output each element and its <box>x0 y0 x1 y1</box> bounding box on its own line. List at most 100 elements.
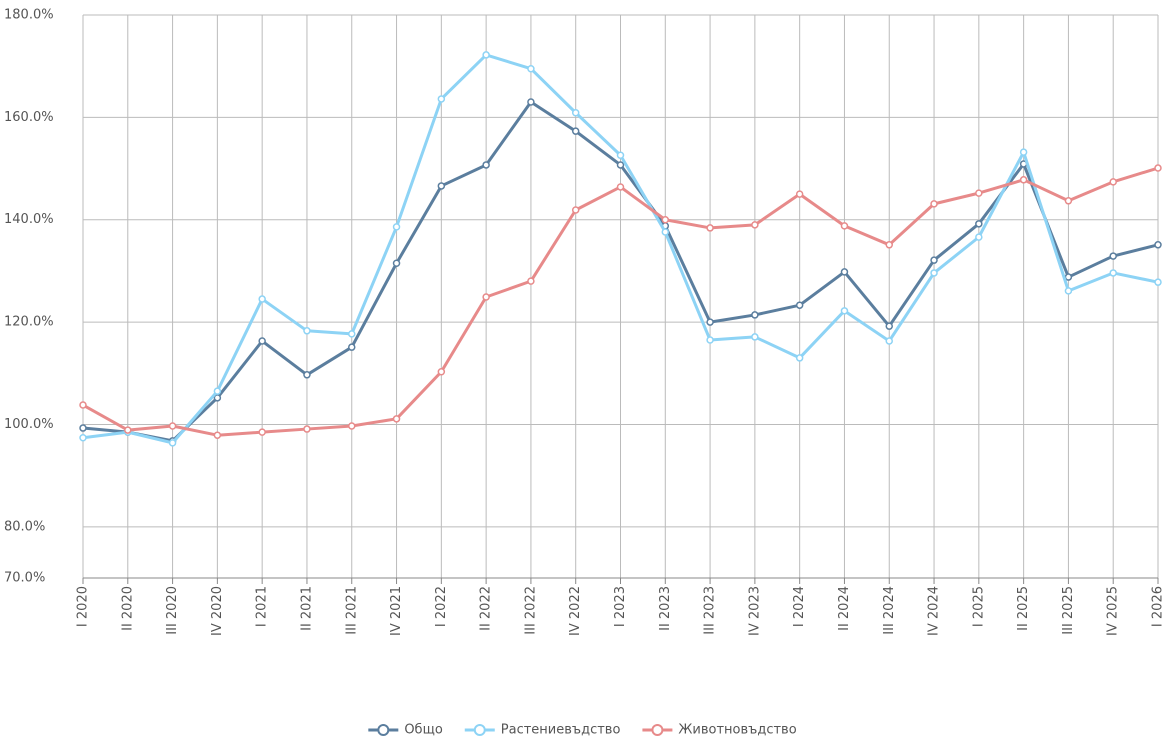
point <box>528 66 534 72</box>
y-tick-label: 120.0% <box>4 315 54 330</box>
point <box>707 337 713 343</box>
point <box>438 183 444 189</box>
point <box>618 184 624 190</box>
x-tick-label: III 2020 <box>165 586 180 635</box>
legend-label: Общо <box>404 723 442 738</box>
legend-marker <box>475 725 485 735</box>
point <box>80 402 86 408</box>
x-tick-label: IV 2023 <box>747 586 762 636</box>
point <box>931 257 937 263</box>
point <box>80 425 86 431</box>
x-tick-label: I 2022 <box>434 586 449 627</box>
point <box>528 278 534 284</box>
point <box>483 52 489 58</box>
point <box>1065 198 1071 204</box>
x-tick-label: I 2025 <box>971 586 986 627</box>
x-tick-label: III 2025 <box>1061 586 1076 635</box>
x-tick-label: III 2021 <box>344 586 359 635</box>
x-tick-label: I 2026 <box>1151 586 1165 627</box>
point <box>1155 165 1161 171</box>
point <box>976 221 982 227</box>
point <box>976 190 982 196</box>
point <box>80 435 86 441</box>
x-tick-label: II 2025 <box>1016 586 1031 631</box>
point <box>976 234 982 240</box>
point <box>304 426 310 432</box>
point <box>394 260 400 266</box>
point <box>707 225 713 231</box>
point <box>214 432 220 438</box>
point <box>170 423 176 429</box>
legend-item[interactable]: Растениевъдство <box>465 723 621 738</box>
legend-marker <box>378 725 388 735</box>
point <box>1155 242 1161 248</box>
x-tick-label: III 2022 <box>523 586 538 635</box>
x-tick-label: II 2022 <box>479 586 494 631</box>
point <box>1110 179 1116 185</box>
legend-marker <box>652 725 662 735</box>
point <box>1155 279 1161 285</box>
point <box>349 331 355 337</box>
point <box>394 224 400 230</box>
y-tick-label: 180.0% <box>4 8 54 23</box>
point <box>886 338 892 344</box>
legend-item[interactable]: Животновъдство <box>642 723 796 738</box>
point <box>797 302 803 308</box>
point <box>797 191 803 197</box>
point <box>1021 149 1027 155</box>
point <box>886 242 892 248</box>
x-tick-label: IV 2025 <box>1106 586 1121 636</box>
point <box>662 229 668 235</box>
point <box>1110 270 1116 276</box>
point <box>349 344 355 350</box>
point <box>1065 288 1071 294</box>
point <box>662 217 668 223</box>
point <box>841 308 847 314</box>
legend-label: Растениевъдство <box>501 723 621 738</box>
point <box>931 201 937 207</box>
x-tick-label: III 2024 <box>882 586 897 635</box>
y-tick-label: 160.0% <box>4 110 54 125</box>
point <box>394 416 400 422</box>
x-tick-label: I 2020 <box>76 586 91 627</box>
point <box>573 110 579 116</box>
point <box>931 270 937 276</box>
point <box>259 338 265 344</box>
x-tick-label: IV 2024 <box>927 586 942 636</box>
point <box>573 128 579 134</box>
point <box>214 388 220 394</box>
point <box>752 334 758 340</box>
x-tick-label: III 2023 <box>703 586 718 635</box>
x-tick-label: I 2023 <box>613 586 628 627</box>
point <box>170 440 176 446</box>
point <box>618 152 624 158</box>
point <box>797 355 803 361</box>
legend-item[interactable]: Общо <box>368 723 442 738</box>
point <box>1110 253 1116 259</box>
y-tick-label: 100.0% <box>4 417 54 432</box>
y-tick-label: 70.0% <box>4 571 45 586</box>
point <box>707 319 713 325</box>
x-tick-label: I 2021 <box>255 586 270 627</box>
point <box>752 312 758 318</box>
point <box>573 207 579 213</box>
point <box>125 427 131 433</box>
x-tick-label: IV 2022 <box>568 586 583 636</box>
x-tick-label: II 2023 <box>658 586 673 631</box>
point <box>304 372 310 378</box>
point <box>886 323 892 329</box>
point <box>259 296 265 302</box>
point <box>752 222 758 228</box>
point <box>438 369 444 375</box>
point <box>618 162 624 168</box>
point <box>483 294 489 300</box>
x-tick-label: IV 2020 <box>210 586 225 636</box>
point <box>483 162 489 168</box>
x-tick-label: II 2024 <box>837 586 852 631</box>
point <box>528 99 534 105</box>
point <box>841 223 847 229</box>
y-tick-label: 140.0% <box>4 212 54 227</box>
y-tick-label: 80.0% <box>4 519 45 534</box>
